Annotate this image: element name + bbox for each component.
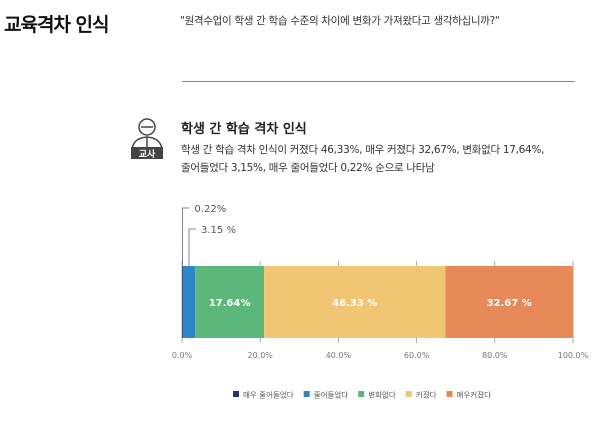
page-title: 교육격차 인식 xyxy=(4,14,109,36)
legend-label: 커졌다 xyxy=(416,390,437,400)
legend-label: 매우커졌다 xyxy=(457,390,492,400)
x-tick-label: 100.0% xyxy=(558,351,589,360)
x-tick-label: 40.0% xyxy=(326,351,352,360)
x-tick-label: 0.0% xyxy=(172,351,193,360)
legend-swatch xyxy=(233,391,239,397)
x-tick-label: 60.0% xyxy=(404,351,430,360)
legend-label: 변화없다 xyxy=(368,391,396,400)
summary-line-1: 학생 간 학습 격차 인식이 커졌다 46,33%, 매우 커졌다 32,67%… xyxy=(181,144,545,156)
summary-line-2: 줄어들었다 3,15%, 매우 줄어들었다 0,22% 순으로 나타남 xyxy=(181,162,435,174)
survey-question: "원격수업이 학생 간 학습 수준의 차이에 변화가 가져왔다고 생각하십니까?… xyxy=(180,15,500,27)
x-tick-label: 20.0% xyxy=(247,351,273,360)
bar-segment xyxy=(264,266,446,338)
legend-label: 줄어들었다 xyxy=(314,390,349,400)
legend-label: 매우 줄어들었다 xyxy=(243,390,294,400)
leader-line xyxy=(182,207,190,266)
legend-swatch xyxy=(446,391,453,397)
legend-swatch xyxy=(405,391,412,397)
section-title: 학생 간 학습 격차 인식 xyxy=(181,122,307,137)
data-label: 17.64% xyxy=(209,298,251,309)
legend-swatch xyxy=(358,391,365,397)
bar-segment xyxy=(182,266,183,338)
data-label: 3.15 % xyxy=(201,225,236,236)
data-label: 0.22% xyxy=(194,204,226,215)
data-label: 32.67 % xyxy=(487,298,532,309)
legend-swatch xyxy=(303,391,310,397)
bar-segment xyxy=(182,266,196,338)
teacher-badge: 교사 xyxy=(139,148,156,160)
data-label: 46.33 % xyxy=(332,298,377,309)
bar-segment xyxy=(445,266,574,338)
leader-line xyxy=(188,228,197,266)
divider xyxy=(182,81,575,82)
x-tick-label: 80.0% xyxy=(482,351,508,360)
teacher-icon: 교사 xyxy=(131,118,163,160)
bar-segment xyxy=(195,266,265,338)
